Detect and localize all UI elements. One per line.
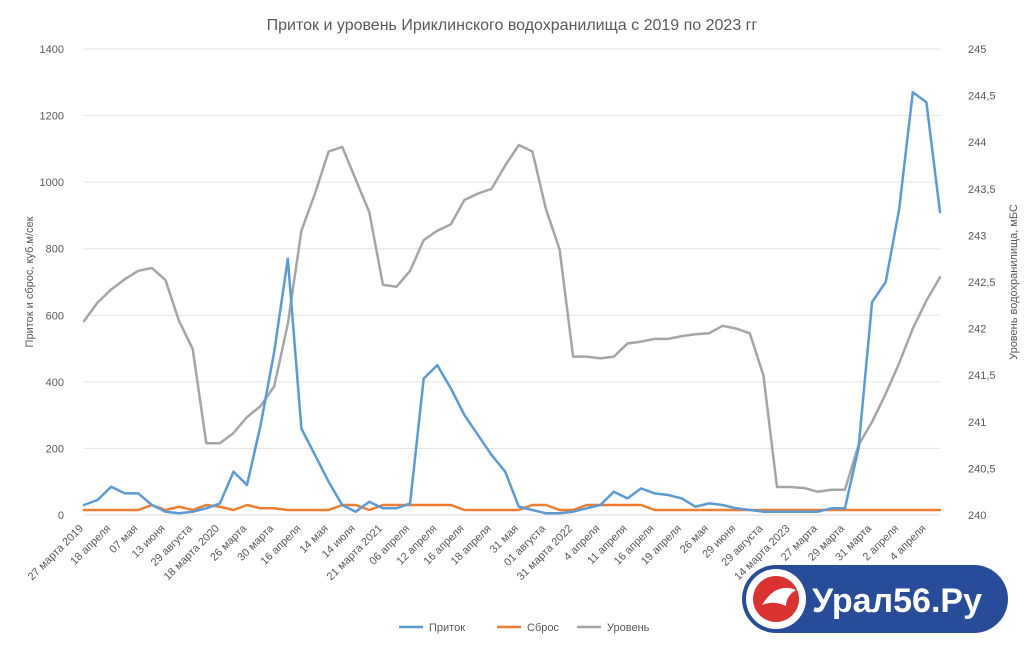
- watermark-text: Урал56.Ру: [812, 582, 982, 620]
- y2-tick-label: 244: [968, 137, 986, 149]
- y-tick-label: 0: [58, 510, 64, 522]
- right-axis-ticks: 240 240,5 241 241,5 242 242,5 243 243,5 244 244,5…: [968, 44, 996, 522]
- legend-label: Сброс: [527, 622, 559, 634]
- y2-tick-label: 242: [968, 324, 986, 336]
- y2-tick-label: 243: [968, 230, 986, 242]
- y-axis-label: Приток и сброс, куб.м/сек: [24, 216, 36, 347]
- y-tick-label: 400: [46, 377, 64, 389]
- watermark-pill: [742, 565, 1008, 633]
- y-tick-label: 800: [46, 244, 64, 256]
- y2-tick-label: 241: [968, 417, 986, 429]
- series-line-2: [82, 143, 942, 493]
- gridlines: [84, 48, 940, 516]
- watermark: Урал56.Ру: [742, 565, 1008, 633]
- series-lines: [82, 91, 942, 515]
- y2-tick-label: 241,5: [968, 370, 996, 382]
- watermark-logo-swoosh: [762, 587, 796, 606]
- legend-label: Приток: [429, 622, 465, 634]
- y-tick-label: 1000: [40, 177, 64, 189]
- legend-label: Уровень: [607, 622, 650, 634]
- y-tick-label: 600: [46, 310, 64, 322]
- legend: Приток Сброс Уровень: [399, 622, 650, 634]
- y2-tick-label: 240,5: [968, 463, 996, 475]
- y-tick-label: 200: [46, 443, 64, 455]
- y2-tick-label: 243,5: [968, 184, 996, 196]
- series-line-1: [82, 503, 942, 512]
- y2-tick-label: 240: [968, 510, 986, 522]
- y2-axis-label: Уровень водохранилища, мБС: [1008, 204, 1020, 360]
- y2-tick-label: 242,5: [968, 277, 996, 289]
- left-axis-ticks: 0 200 400 600 800 1000 1200 1400: [40, 44, 64, 522]
- series-line-0: [82, 91, 942, 515]
- y-tick-label: 1200: [40, 111, 64, 123]
- y-tick-label: 1400: [40, 44, 64, 56]
- chart-title: Приток и уровень Ириклинского водохранил…: [267, 17, 758, 34]
- y2-tick-label: 245: [968, 44, 986, 56]
- y2-tick-label: 244,5: [968, 91, 996, 103]
